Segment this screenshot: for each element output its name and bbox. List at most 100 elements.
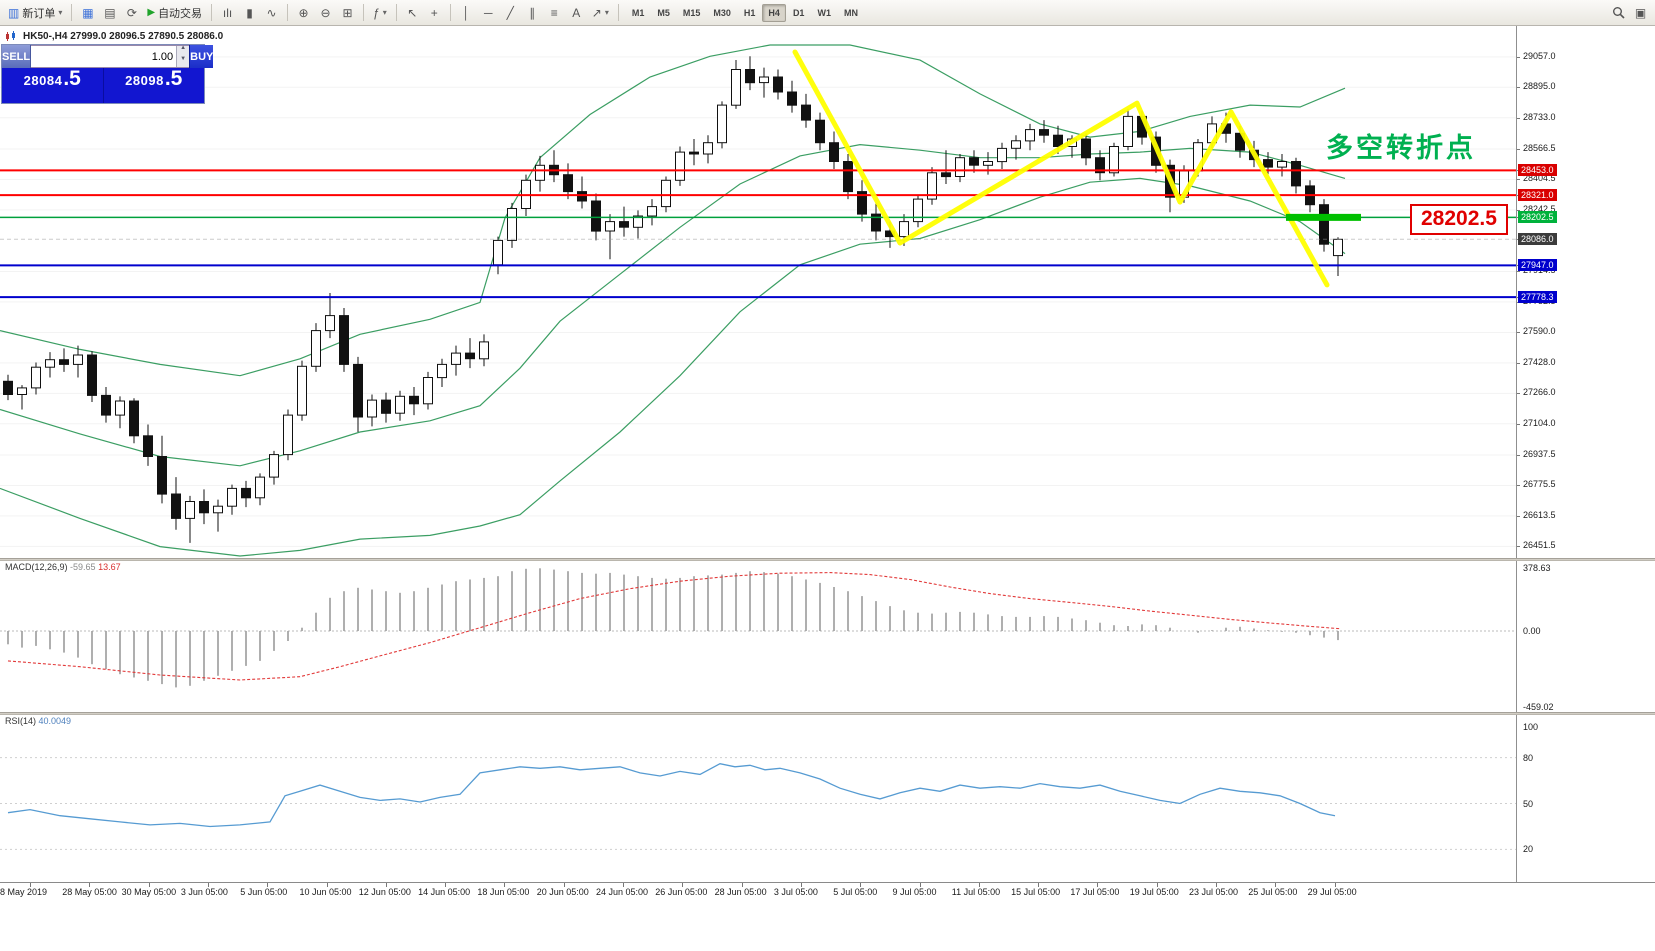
price-label: 28566.5	[1523, 143, 1556, 153]
refresh-icon: ⟳	[126, 5, 137, 20]
time-label: 8 May 2019	[0, 887, 48, 897]
time-label: 28 May 05:00	[62, 887, 117, 897]
volume-up-button[interactable]: ▲	[177, 45, 190, 57]
toolbar-separator	[363, 4, 365, 21]
rsi-axis-label: 20	[1523, 844, 1534, 855]
volume-down-button[interactable]: ▼	[177, 56, 190, 67]
zoom-out-icon: ⊖	[320, 5, 331, 20]
axis-tick	[1516, 271, 1520, 273]
toolbar-separator	[211, 4, 213, 21]
sell-button[interactable]: SELL	[2, 45, 32, 68]
timeframe-h4-button[interactable]: H4	[762, 3, 786, 22]
refresh-button[interactable]: ⟳	[121, 2, 142, 23]
text-label-button[interactable]: A	[566, 2, 587, 23]
axis-border	[1516, 26, 1517, 882]
panel-separator[interactable]	[0, 558, 1655, 561]
time-label: 18 Jun 05:00	[477, 887, 530, 897]
time-tick	[978, 883, 980, 887]
axis-tick	[1516, 362, 1520, 364]
channel-button[interactable]: ∥	[522, 2, 543, 23]
timeframe-m15-button[interactable]: M15	[682, 7, 701, 18]
volume-stepper: ▲ ▼	[176, 45, 190, 67]
buy-price[interactable]: 28098.5	[103, 68, 204, 103]
rsi-panel[interactable]: RSI(14) 40.0049 100 80 50 20	[0, 714, 1655, 882]
indicators-icon: ƒ	[373, 5, 380, 20]
bar-chart-button[interactable]: ılı	[217, 2, 238, 23]
horizontal-line-button[interactable]: ─	[478, 2, 499, 23]
time-tick	[1334, 883, 1336, 887]
axis-tick	[1516, 87, 1520, 89]
chart-area[interactable]: HK50-,H4 27999.0 28096.5 27890.5 28086.0…	[0, 26, 1655, 558]
cursor-button[interactable]: ↖	[402, 2, 423, 23]
timeframe-d1-button[interactable]: D1	[792, 7, 805, 18]
time-tick	[682, 883, 684, 887]
time-label: 11 Jul 05:00	[951, 887, 1001, 897]
macd-chart[interactable]	[0, 560, 1516, 712]
timeframe-m30-button[interactable]: M30	[713, 7, 731, 18]
time-label: 26 Jun 05:00	[655, 887, 708, 897]
time-tick	[860, 883, 862, 887]
macd-axis: 378.63 0.00 -459.02	[1516, 560, 1655, 712]
fibonacci-button[interactable]: ≡	[544, 2, 565, 23]
axis-tick	[1516, 515, 1520, 517]
price-label: 26937.5	[1523, 449, 1556, 460]
axis-tick	[1516, 393, 1520, 395]
price-tag: 27947.0	[1518, 259, 1557, 272]
time-tick	[1216, 883, 1217, 887]
new-order-button[interactable]: ▥ 新订单 ▾	[4, 2, 66, 23]
timeframe-m1-button[interactable]: M1	[631, 7, 645, 18]
autotrade-label: 自动交易	[158, 7, 203, 20]
chart-window-icon: ▦	[82, 5, 94, 20]
price-axis[interactable]: 29057.0 28895.0 28733.0 28566.5 28404.5 28242…	[1516, 26, 1655, 558]
time-axis[interactable]: 8 May 2019 28 May 05:00 30 May 05:00 3 Jun …	[0, 882, 1655, 900]
zoom-out-button[interactable]: ⊖	[315, 2, 336, 23]
arrows-button[interactable]: ↗ ▾	[588, 2, 613, 23]
rsi-chart[interactable]	[0, 714, 1516, 882]
zoom-in-icon: ⊕	[298, 5, 309, 20]
buy-button[interactable]: BUY	[189, 45, 214, 68]
timeframe-w1-button[interactable]: W1	[817, 7, 831, 18]
trendline-button[interactable]: ╱	[500, 2, 521, 23]
one-click-trading-panel: SELL ▲ ▼ BUY 28084.5 28098.5	[1, 44, 214, 104]
profiles-button[interactable]: ▤	[99, 2, 120, 23]
volume-input[interactable]	[31, 46, 177, 67]
time-tick	[1038, 883, 1040, 887]
line-chart-button[interactable]: ∿	[261, 2, 282, 23]
price-label: 28733.0	[1523, 111, 1556, 122]
search-button[interactable]	[1608, 2, 1629, 23]
zoom-in-button[interactable]: ⊕	[293, 2, 314, 23]
price-label: 28242.5	[1523, 203, 1556, 214]
autotrade-play-icon: ▶	[147, 6, 156, 18]
text-label-icon: A	[572, 5, 581, 20]
time-label: 19 Jul 05:00	[1129, 887, 1179, 897]
symbol-ohlc-label: HK50-,H4 27999.0 28096.5 27890.5 28086.0	[23, 31, 224, 42]
time-label: 20 Jun 05:00	[536, 887, 589, 897]
vertical-line-button[interactable]: │	[456, 2, 477, 23]
price-label: 29057.0	[1523, 50, 1556, 61]
chart-tab-icon	[6, 31, 15, 41]
macd-axis-label: 0.00	[1523, 626, 1541, 636]
candlestick-chart-button[interactable]: ▮	[239, 2, 260, 23]
time-tick	[445, 883, 447, 887]
window-list-button[interactable]: ▣	[1630, 2, 1651, 23]
timeframe-h1-button[interactable]: H1	[743, 7, 756, 18]
main-toolbar: ▥ 新订单 ▾ ▦ ▤ ⟳ ▶ 自动交易 ılı ▮ ∿ ⊕ ⊖ ⊞ ƒ ▾ ↖…	[0, 0, 1655, 26]
indicators-button[interactable]: ƒ ▾	[369, 2, 391, 23]
time-tick	[800, 883, 802, 887]
crosshair-button[interactable]: +	[424, 2, 445, 23]
rsi-label: RSI(14) 40.0049	[5, 716, 72, 726]
macd-panel[interactable]: MACD(12,26,9) -59.65 13.67 378.63 0.00 -45…	[0, 560, 1655, 712]
grid-button[interactable]: ⊞	[337, 2, 358, 23]
chart-window-button[interactable]: ▦	[77, 2, 98, 23]
timeframe-m5-button[interactable]: M5	[657, 7, 670, 18]
price-label: 27590.0	[1523, 326, 1556, 337]
macd-main-value: -59.65	[70, 562, 96, 572]
time-tick	[30, 883, 31, 887]
axis-tick	[1516, 179, 1520, 181]
candlestick-chart[interactable]	[0, 26, 1516, 558]
autotrade-button[interactable]: ▶ 自动交易	[143, 2, 206, 23]
axis-tick	[1516, 149, 1520, 150]
panel-separator[interactable]	[0, 712, 1655, 715]
timeframe-mn-button[interactable]: MN	[843, 7, 858, 18]
sell-price[interactable]: 28084.5	[2, 68, 104, 103]
